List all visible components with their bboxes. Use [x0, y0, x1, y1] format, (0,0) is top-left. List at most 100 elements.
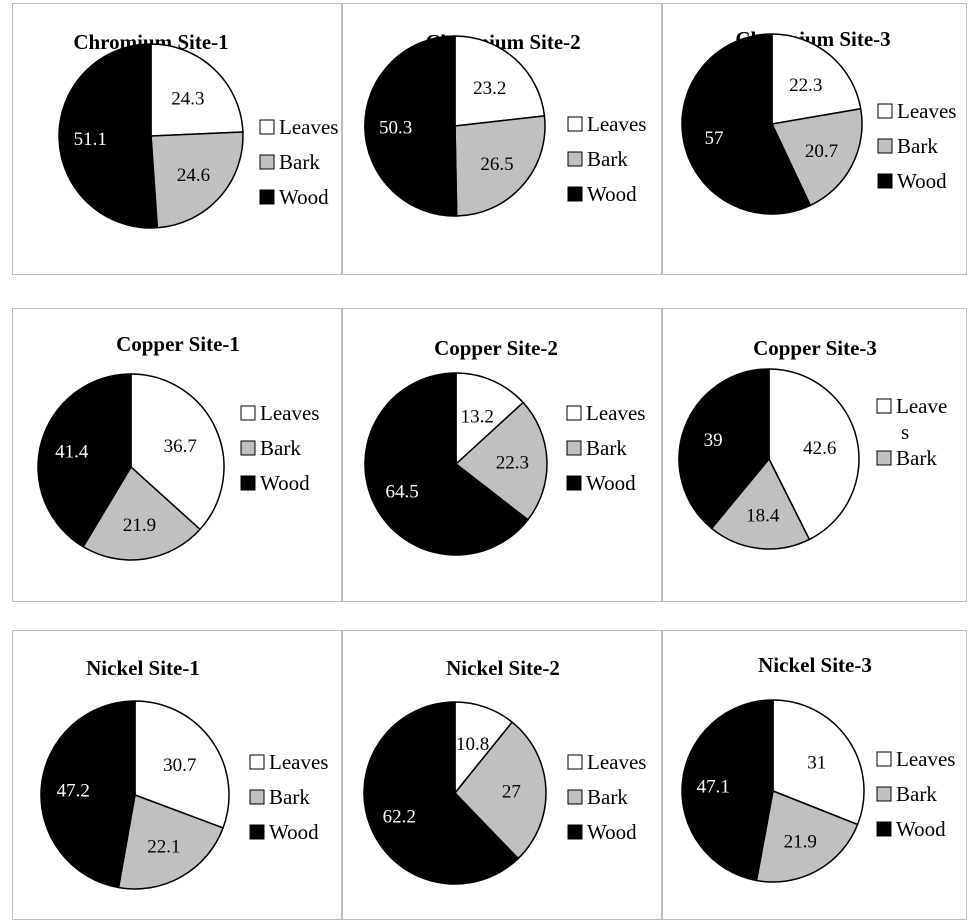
- data-label-wood: 39: [704, 430, 723, 451]
- chart-panel-chromium-site-3: Chromium Site-3 22.3 20.7 57 Leaves Bark Wood: [662, 3, 967, 275]
- pie-slice-wood: [37, 373, 132, 548]
- legend-swatch-bark: [566, 440, 582, 456]
- legend-label: Bark: [896, 782, 937, 806]
- pie-slice-leaves: [130, 373, 225, 531]
- pie-slice-wood: [363, 701, 519, 885]
- legend-label: Leaves: [587, 112, 646, 136]
- data-label-leaves: 13.2: [461, 407, 494, 428]
- data-label-leaves: 36.7: [164, 436, 197, 457]
- legend-swatch-wood: [249, 824, 265, 840]
- legend-swatch-bark: [249, 789, 265, 805]
- data-label-bark: 24.6: [177, 165, 210, 186]
- pie-slice-bark: [117, 794, 224, 890]
- pie-chart-chromium-site-2: Chromium Site-223.226.550.3 LeavesBarkWoo…: [364, 30, 646, 217]
- data-label-bark: 21.9: [123, 515, 156, 536]
- pie-slice-wood: [681, 699, 774, 882]
- data-label-wood: 47.2: [57, 781, 90, 802]
- legend-label: Leaves: [897, 99, 956, 123]
- legend-label: Bark: [587, 147, 628, 171]
- data-label-wood: 62.2: [383, 807, 416, 828]
- chart-panel-copper-site-1: Copper Site-1 36.7 21.9 41.4 Leaves Bark Wood: [12, 308, 342, 602]
- legend-swatch-leave: [876, 398, 892, 414]
- data-label-wood: 57: [705, 128, 724, 149]
- legend-swatch-wood: [566, 475, 582, 491]
- legend-label: Bark: [897, 134, 938, 158]
- pie-chart-nickel-site-2: Nickel Site-2 10.8 27 62.2 Leaves Bark Wood: [363, 656, 646, 885]
- chart-title: Nickel Site-1: [86, 656, 200, 680]
- chart-panel-copper-site-2: Copper Site-2 13.2 22.3 64.5 Leaves Bark Wood: [342, 308, 662, 602]
- chart-title: Copper Site-2: [434, 336, 558, 360]
- pie-slice-leaves: [768, 368, 860, 541]
- pie-slice-bark: [710, 458, 811, 550]
- legend-label: Wood: [269, 820, 319, 844]
- legend-swatch-bark: [876, 786, 892, 802]
- pie-slice-leaves: [455, 372, 524, 465]
- legend-label: Bark: [279, 150, 320, 174]
- legend-label: Wood: [896, 817, 946, 841]
- pie-slice-leaves: [771, 33, 862, 125]
- legend-label: Leaves: [587, 750, 646, 774]
- legend-label: Wood: [897, 169, 947, 193]
- pie-slice-wood: [40, 700, 136, 889]
- legend-swatch-wood: [567, 824, 583, 840]
- pie-slice-wood: [678, 368, 770, 530]
- data-label-leaves: 23.2: [473, 78, 506, 99]
- data-label-leaves: 22.3: [789, 75, 822, 96]
- legend-label: Leaves: [586, 401, 645, 425]
- legend-swatch-bark: [567, 789, 583, 805]
- legend-swatch-bark: [567, 151, 583, 167]
- pie-chart-chromium-site-1: Chromium Site-124.324.651.1LeavesBarkWoo…: [58, 30, 338, 229]
- legend-swatch-leaves: [877, 103, 893, 119]
- data-label-bark: 21.9: [784, 831, 817, 852]
- pie-slice-leaves: [150, 43, 244, 137]
- data-label-leaves: 31: [807, 752, 826, 773]
- data-label-bark: 27: [502, 782, 521, 803]
- legend-label: Bark: [269, 785, 310, 809]
- chart-panel-chromium-site-1: Chromium Site-1 24.3 24.6 51.1 Leaves Bark Woo…: [12, 3, 342, 275]
- legend-swatch-leaves: [240, 405, 256, 421]
- legend-swatch-wood: [240, 475, 256, 491]
- pie-chart-nickel-site-1: Nickel Site-1 30.7 22.1 47.2 Leaves Bark Wood: [40, 656, 328, 890]
- chart-title: Copper Site-1: [116, 332, 240, 356]
- data-label-leaves: 24.3: [171, 88, 204, 109]
- legend-label: Bark: [896, 446, 937, 470]
- pie-slice-bark: [455, 401, 548, 521]
- pie-slice-wood: [364, 35, 458, 217]
- chart-panel-copper-site-3: Copper Site-3 42.6 18.4 39 Leave s Bark: [662, 308, 967, 602]
- data-label-bark: 22.3: [496, 453, 529, 474]
- pie-slice-bark: [771, 108, 863, 207]
- pie-slice-leaves: [772, 699, 865, 826]
- data-label-bark: 18.4: [746, 505, 780, 526]
- pie-slice-bark: [82, 466, 201, 561]
- legend-swatch-leaves: [249, 754, 265, 770]
- data-label-wood: 64.5: [385, 481, 418, 502]
- legend-label: Wood: [587, 182, 637, 206]
- chart-panel-nickel-site-1: Nickel Site-1 30.7 22.1 47.2 Leaves Bark Wood: [12, 630, 342, 920]
- legend-label: Leave: [896, 394, 947, 418]
- legend-swatch-leaves: [876, 751, 892, 767]
- legend-swatch-wood: [876, 821, 892, 837]
- legend-swatch-leaves: [566, 405, 582, 421]
- legend-label: Wood: [587, 820, 637, 844]
- chart-title: Nickel Site-2: [446, 656, 560, 680]
- legend-label: Leaves: [896, 747, 955, 771]
- pie-slice-bark: [454, 115, 546, 217]
- data-label-wood: 50.3: [379, 118, 412, 139]
- legend-label: Wood: [586, 471, 636, 495]
- pie-slice-wood: [681, 33, 812, 215]
- legend-swatch-bark: [876, 450, 892, 466]
- legend-label: Leaves: [279, 115, 338, 139]
- pie-slice-leaves: [134, 700, 230, 829]
- data-label-bark: 20.7: [805, 141, 838, 162]
- data-label-leaves: 42.6: [803, 438, 836, 459]
- pie-chart-copper-site-2: Copper Site-2 13.2 22.3 64.5 Leaves Bark Wood: [364, 336, 645, 556]
- data-label-leaves: 10.8: [456, 734, 489, 755]
- chart-panel-nickel-site-2: Nickel Site-2 10.8 27 62.2 Leaves Bark Wood: [342, 630, 662, 920]
- legend-swatch-leaves: [567, 116, 583, 132]
- chart-title: Nickel Site-3: [758, 653, 872, 677]
- legend-swatch-bark: [877, 138, 893, 154]
- pie-slice-wood: [364, 372, 529, 556]
- legend-label: Bark: [586, 436, 627, 460]
